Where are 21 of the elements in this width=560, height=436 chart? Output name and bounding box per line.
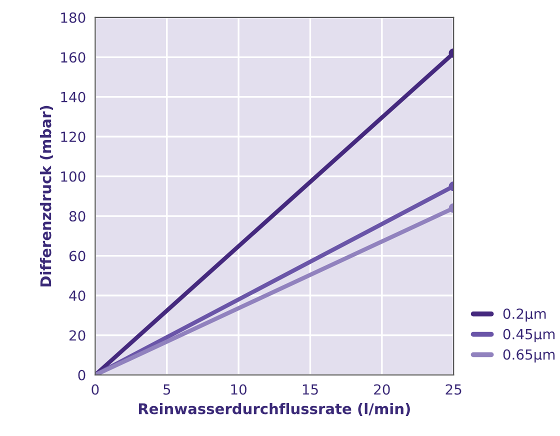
y-tick-label: 140 (61, 92, 86, 102)
y-tick-label: 20 (70, 330, 86, 341)
x-tick-label: 0 (92, 384, 99, 395)
y-tick-label: 80 (69, 211, 86, 222)
x-tick-label: 5 (164, 384, 170, 395)
x-tick-label: 15 (302, 384, 318, 395)
y-tick-label: 180 (61, 12, 86, 23)
x-tick-label: 10 (231, 384, 246, 395)
legend-label: 0.45µm (503, 328, 555, 342)
legend-label: 0.65µm (503, 349, 555, 362)
y-tick-label: 60 (69, 250, 86, 262)
y-tick-label: 120 (61, 132, 86, 142)
y-axis-title: Differenzdruck (mbar) (40, 106, 53, 286)
legend-label: 0.2µm (503, 308, 546, 322)
y-tick-label: 40 (69, 290, 86, 301)
y-tick-label: 100 (61, 171, 86, 182)
y-tick-label: 0 (78, 370, 86, 380)
y-tick-label: 160 (61, 52, 86, 63)
x-tick-label: 25 (446, 384, 462, 395)
x-tick-label: 20 (374, 384, 390, 395)
x-axis-title: Reinwasserdurchflussrate (l/min) (138, 402, 410, 416)
